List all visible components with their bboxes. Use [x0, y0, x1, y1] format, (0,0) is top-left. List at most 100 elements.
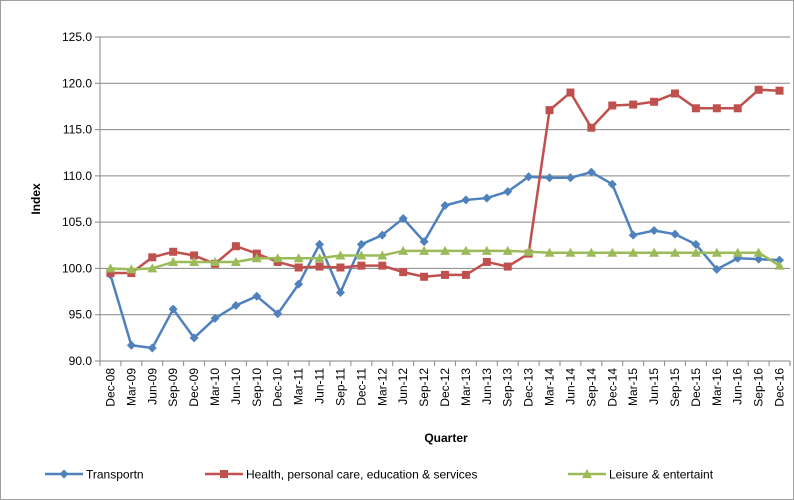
point-marker: [293, 253, 304, 263]
x-tick-label: Jun-10: [229, 368, 243, 405]
x-tick-label: Jun-09: [145, 368, 159, 405]
legend-marker: [59, 469, 69, 479]
x-tick-label: Dec-10: [271, 368, 285, 407]
y-tick-label: 125.0: [62, 30, 92, 44]
x-tick-label: Mar-09: [124, 368, 138, 406]
point-marker: [314, 253, 325, 263]
point-marker: [775, 86, 784, 95]
point-marker: [272, 253, 283, 263]
point-marker: [670, 247, 680, 257]
point-marker: [545, 106, 554, 115]
point-marker: [711, 247, 722, 257]
point-marker: [419, 237, 429, 247]
point-marker: [608, 101, 617, 110]
point-marker: [315, 239, 325, 249]
point-marker: [650, 97, 659, 106]
point-marker: [733, 104, 742, 113]
point-marker: [335, 287, 345, 297]
x-tick-label: Sep-16: [752, 368, 766, 407]
legend-marker: [582, 469, 592, 478]
x-tick-label: Mar-11: [292, 368, 306, 405]
x-tick-label: Mar-12: [375, 368, 389, 406]
x-tick-label: Sep-11: [333, 368, 347, 406]
x-tick-label: Sep-13: [501, 368, 515, 407]
legend-label: Leisure & entertaint: [609, 468, 714, 482]
point-marker: [649, 225, 659, 235]
point-marker: [481, 245, 492, 255]
point-marker: [168, 304, 178, 314]
x-tick-label: Dec-14: [605, 368, 619, 407]
point-marker: [230, 256, 241, 266]
point-marker: [147, 263, 158, 273]
point-marker: [587, 123, 596, 132]
point-marker: [670, 229, 680, 239]
legend-label: Transportn: [86, 468, 144, 482]
point-marker: [294, 279, 304, 289]
point-marker: [210, 313, 220, 323]
x-tick-label: Mar-14: [543, 368, 557, 406]
point-marker: [753, 247, 764, 257]
point-marker: [441, 270, 449, 279]
point-marker: [126, 264, 137, 274]
x-tick-label: Jun-14: [563, 368, 577, 405]
x-tick-label: Dec-11: [354, 368, 368, 406]
point-marker: [649, 247, 660, 257]
point-marker: [732, 247, 743, 257]
point-marker: [356, 250, 367, 260]
point-marker: [251, 253, 262, 263]
point-marker: [336, 263, 345, 272]
x-tick-label: Jun-12: [396, 368, 410, 405]
point-marker: [607, 247, 618, 257]
point-marker: [294, 263, 303, 272]
point-marker: [565, 173, 575, 183]
point-marker: [378, 261, 387, 270]
point-marker: [628, 230, 638, 240]
y-tick-label: 110.0: [63, 169, 92, 183]
point-marker: [754, 254, 764, 264]
point-marker: [169, 247, 178, 256]
point-marker: [712, 104, 721, 113]
x-tick-label: Dec-13: [522, 368, 536, 407]
point-marker: [420, 272, 429, 281]
point-marker: [544, 247, 555, 257]
point-marker: [482, 193, 492, 203]
x-tick-label: Jun-15: [647, 368, 661, 405]
y-tick-label: 105.0: [62, 215, 92, 229]
point-marker: [523, 246, 534, 256]
point-marker: [398, 245, 409, 255]
x-tick-label: Sep-10: [250, 368, 264, 407]
y-tick-label: 90.0: [69, 354, 93, 368]
legend-label: Health, personal care, education & servi…: [246, 468, 477, 482]
point-marker: [147, 343, 157, 353]
point-marker: [586, 167, 596, 177]
y-tick-label: 120.0: [62, 76, 92, 90]
x-tick-label: Sep-14: [584, 368, 598, 407]
point-marker: [377, 230, 387, 240]
point-marker: [315, 262, 324, 271]
x-tick-label: Jun-11: [313, 368, 327, 404]
point-marker: [273, 309, 283, 319]
point-marker: [190, 251, 199, 260]
point-marker: [377, 250, 388, 260]
point-marker: [335, 250, 346, 260]
point-marker: [357, 261, 366, 270]
point-marker: [126, 340, 136, 350]
point-marker: [440, 245, 450, 255]
point-marker: [775, 255, 785, 265]
x-tick-label: Dec-08: [103, 368, 117, 407]
point-marker: [460, 245, 471, 255]
point-marker: [106, 269, 115, 278]
point-marker: [774, 260, 785, 270]
point-marker: [189, 333, 199, 343]
point-marker: [607, 179, 617, 189]
x-tick-label: Jun-13: [480, 368, 494, 405]
point-marker: [148, 253, 157, 262]
point-marker: [231, 300, 241, 310]
point-marker: [356, 239, 366, 249]
point-marker: [671, 89, 679, 98]
x-tick-label: Jun-16: [731, 368, 745, 405]
point-marker: [189, 256, 200, 266]
point-marker: [440, 200, 450, 210]
point-marker: [691, 104, 700, 113]
